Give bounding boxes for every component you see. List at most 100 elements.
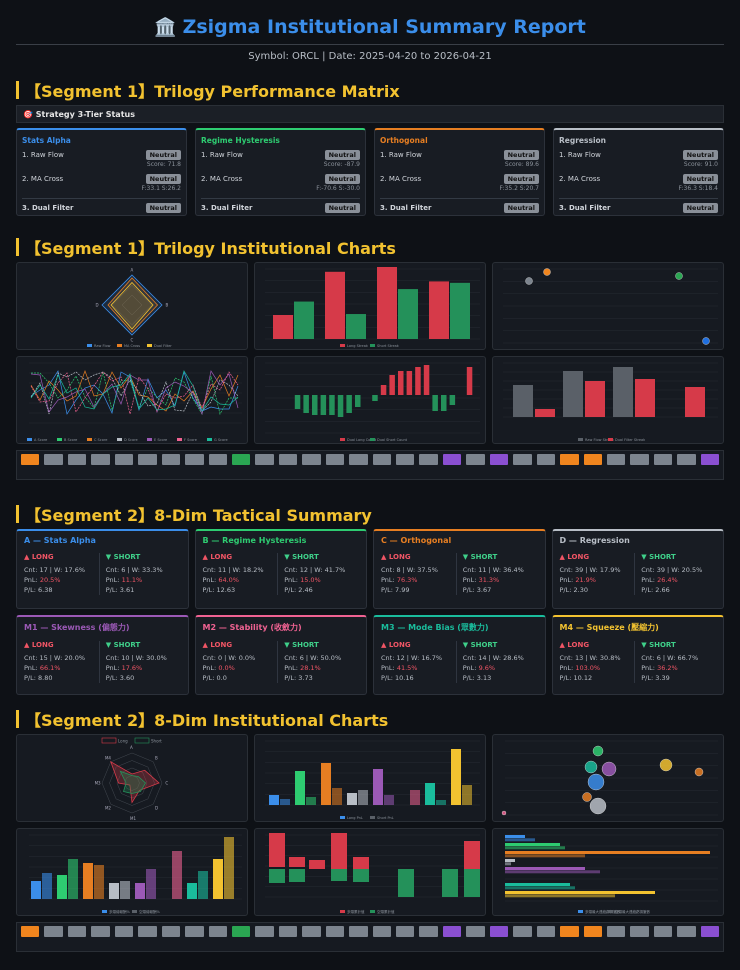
timeline-cell <box>325 926 345 948</box>
legend-label: 多頭累計值 <box>347 909 365 914</box>
waterfall-bar <box>464 869 480 897</box>
timeline-cell <box>419 454 438 476</box>
legend-label: Dual Short Count <box>377 438 408 442</box>
short-label: ▼ SHORT <box>462 641 498 649</box>
pnl-line: PnL: 28.1% <box>284 663 359 673</box>
count-winrate: Cnt: 12 | W: 16.7% <box>381 654 443 662</box>
short-label: ▼ SHORT <box>462 553 498 561</box>
legend-swatch <box>340 910 345 913</box>
dimension-card: A — Stats Alpha ▲ LONG Cnt: 17 | W: 17.6% P… <box>16 529 189 609</box>
status-badge: Neutral <box>503 150 539 160</box>
tier-radar-chart: A B C D Raw Flow MA Cross Dual Filter <box>16 262 248 350</box>
waterfall-bar <box>464 841 480 869</box>
profit-factor: P/L: 0.0 <box>202 674 227 682</box>
timeline-block <box>325 454 345 465</box>
short-stats: ▼ SHORT Cnt: 11 | W: 36.4% PnL: 31.3% P/L: … <box>455 553 538 595</box>
timeline-cell <box>302 926 321 948</box>
page-title: 🏛️ Zsigma Institutional Summary Report <box>0 16 740 38</box>
bar-short-pnl <box>462 785 472 805</box>
bar-short <box>355 395 361 407</box>
score-line-svg: A Score B Score C Score D Score E Score F Sco… <box>27 362 242 442</box>
pnl-line: PnL: 26.4% <box>641 575 716 585</box>
bar-long-return <box>135 883 145 899</box>
radar-series <box>101 274 163 336</box>
signal-timeline <box>16 922 724 952</box>
pnl-line: PnL: 103.0% <box>560 663 635 673</box>
radar-axis-label: C <box>165 781 168 786</box>
bar-long-return <box>57 875 67 899</box>
radar-grid <box>124 775 140 791</box>
timeline-cell <box>138 454 157 476</box>
timeline-block <box>208 926 227 937</box>
timeline-cell <box>278 926 298 948</box>
timeline-cell <box>653 454 673 476</box>
profit-factor: P/L: 6.38 <box>24 586 53 594</box>
legend-label: F Score <box>184 438 197 442</box>
pnl-label: PnL: <box>381 576 397 584</box>
count-winrate: Cnt: 12 | W: 41.7% <box>284 566 346 574</box>
timeline-block <box>536 454 556 465</box>
long-stats: ▲ LONG Cnt: 11 | W: 18.2% PnL: 64.0% P/L: 1… <box>203 553 278 595</box>
bar-short-pnl <box>384 795 394 805</box>
page-title-text: Zsigma Institutional Summary Report <box>182 16 586 38</box>
scatter-point <box>525 277 533 285</box>
bar-long-pnl <box>451 749 461 805</box>
radar-axis-label: D <box>96 303 99 308</box>
pnl-line: PnL: 64.0% <box>203 575 278 585</box>
timeline-block <box>372 454 391 465</box>
bar-long <box>377 267 397 339</box>
profit-factor: P/L: 12.63 <box>202 586 236 594</box>
timeline-block <box>419 926 438 937</box>
dimension-name: D — Regression <box>559 536 630 545</box>
hbar-short <box>505 854 585 858</box>
bar-long-pnl <box>373 769 383 805</box>
bubble <box>592 745 604 757</box>
dim-return-bar-chart: 多頭總報酬% 空頭總報酬% <box>16 828 248 916</box>
tier-row-label: 3. Dual Filter <box>380 204 432 212</box>
timeline-block <box>560 454 579 465</box>
bar-short <box>303 395 309 413</box>
count-winrate: Cnt: 14 | W: 28.6% <box>462 654 524 662</box>
timeline-block <box>489 926 509 937</box>
timeline-cell <box>489 926 509 948</box>
timeline-block <box>44 454 63 465</box>
profit-factor: P/L: 3.60 <box>105 674 135 682</box>
legend-label: E Score <box>154 438 167 442</box>
timeline-block <box>677 454 696 465</box>
timeline-cell <box>138 926 157 948</box>
legend-label: 空頭總報酬% <box>139 909 160 914</box>
pnl-label: PnL: <box>462 576 479 584</box>
bar-short <box>372 395 378 401</box>
bank-icon: 🏛️ <box>154 16 177 38</box>
hbar-short <box>505 862 511 866</box>
bar-short-pnl <box>332 788 342 805</box>
tier-row-label: 1. Raw Flow <box>201 151 243 159</box>
profit-factor: P/L: 7.99 <box>381 586 410 594</box>
dimension-card: B — Regime Hysteresis ▲ LONG Cnt: 11 | W: … <box>194 529 367 609</box>
bar-short <box>294 301 314 339</box>
timeline-block <box>630 926 649 937</box>
dimension-name: M4 — Squeeze (壓縮力) <box>559 623 659 632</box>
dual-count-chart: Dual Long Count Dual Short Count <box>254 356 486 444</box>
pnl-label: PnL: <box>381 664 397 672</box>
timeline-cell <box>560 454 579 476</box>
status-badge: Neutral <box>324 150 360 160</box>
timeline-block <box>278 926 298 937</box>
timeline-cell <box>349 454 368 476</box>
timeline-cell <box>185 454 204 476</box>
timeline-block <box>114 926 134 937</box>
score-line <box>30 370 239 416</box>
hbar-short <box>505 894 615 898</box>
tier-name: Regime Hysteresis <box>201 136 280 145</box>
timeline-block <box>44 926 63 937</box>
hbar-short <box>505 838 535 842</box>
hbar-long <box>505 891 655 894</box>
timeline-cell <box>583 454 602 476</box>
timeline-cell <box>208 926 227 948</box>
radar-series <box>107 277 159 333</box>
tier-row: 3. Dual Filter Neutral <box>201 203 360 213</box>
timeline-block <box>653 926 673 937</box>
tier-row-label: 3. Dual Filter <box>22 204 74 212</box>
tier-score: Score: 91.0 <box>683 161 718 168</box>
timeline-cell <box>700 926 720 948</box>
